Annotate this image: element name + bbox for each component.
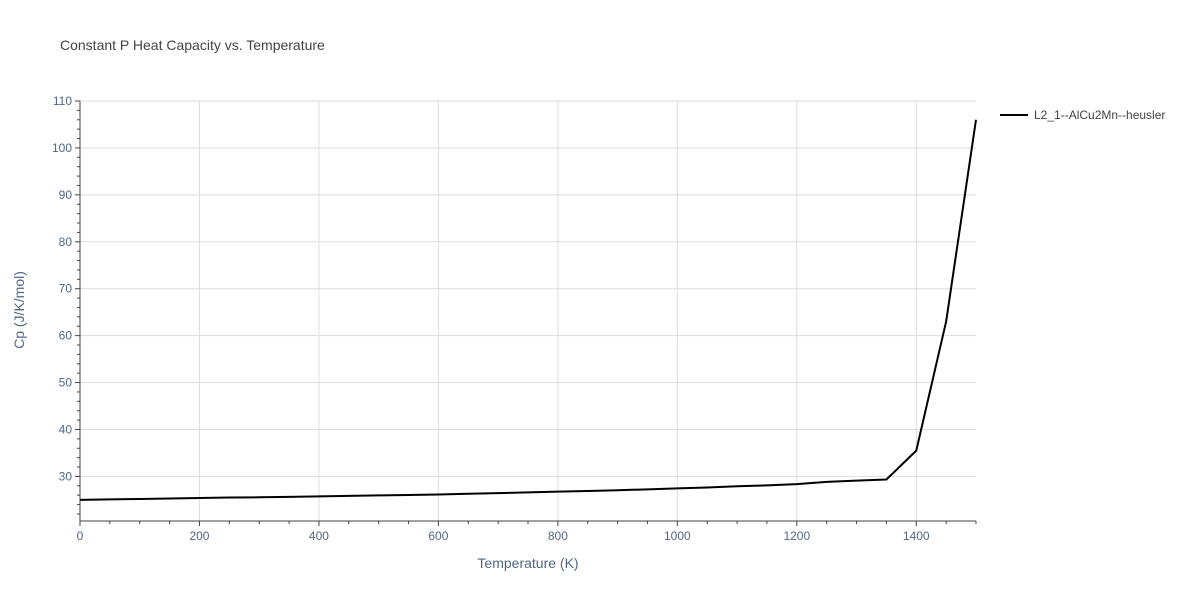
legend-label: L2_1--AlCu2Mn--heusler (1034, 108, 1165, 122)
x-tick-label: 0 (77, 529, 84, 543)
axes (75, 100, 977, 526)
x-tick-label: 400 (309, 529, 329, 543)
series-line[interactable] (79, 119, 977, 501)
y-tick-label: 100 (52, 141, 72, 155)
series-layer[interactable] (79, 119, 977, 501)
y-tick-label: 80 (59, 235, 73, 249)
x-tick-label: 1400 (903, 529, 930, 543)
x-tick-label: 1200 (783, 529, 810, 543)
chart-title: Constant P Heat Capacity vs. Temperature (60, 37, 325, 53)
x-tick-label: 800 (548, 529, 568, 543)
legend-item[interactable]: L2_1--AlCu2Mn--heusler (1000, 108, 1165, 122)
y-tick-label: 70 (59, 282, 73, 296)
legend[interactable]: L2_1--AlCu2Mn--heusler (1000, 108, 1165, 122)
y-tick-label: 90 (59, 188, 73, 202)
x-tick-label: 1000 (664, 529, 691, 543)
y-tick-label: 60 (59, 329, 73, 343)
x-axis-title: Temperature (K) (477, 555, 578, 571)
y-tick-label: 110 (53, 94, 72, 108)
y-tick-label: 50 (59, 376, 73, 390)
x-tick-label: 200 (189, 529, 209, 543)
tick-labels: 0 200 400 600 800 1000 1200 1400 30 40 50 60 70 80 90 1… (52, 94, 930, 543)
x-tick-label: 600 (428, 529, 448, 543)
y-axis-title: Cp (J/K/mol) (11, 271, 27, 349)
grid (80, 100, 976, 521)
y-tick-label: 40 (59, 422, 73, 436)
y-tick-label: 30 (59, 469, 73, 483)
